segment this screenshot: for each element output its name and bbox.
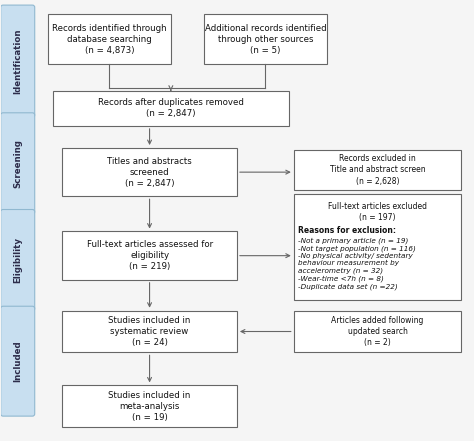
Bar: [62, 148, 237, 196]
Bar: [204, 14, 327, 64]
FancyBboxPatch shape: [0, 209, 35, 310]
Text: Records identified through
database searching
(n = 4,873): Records identified through database sear…: [52, 23, 167, 55]
Bar: [53, 91, 289, 126]
Text: Eligibility: Eligibility: [13, 237, 22, 283]
Text: Studies included in
systematic review
(n = 24): Studies included in systematic review (n…: [109, 316, 191, 347]
Text: Screening: Screening: [13, 139, 22, 188]
Bar: [62, 310, 237, 352]
FancyBboxPatch shape: [0, 5, 35, 117]
Text: Studies included in
meta-analysis
(n = 19): Studies included in meta-analysis (n = 1…: [109, 391, 191, 422]
Bar: [294, 194, 462, 299]
Bar: [294, 310, 462, 352]
Text: Articles added following
updated search
(n = 2): Articles added following updated search …: [331, 316, 424, 347]
Text: Records excluded in
Title and abstract screen
(n = 2,628): Records excluded in Title and abstract s…: [330, 154, 425, 186]
FancyBboxPatch shape: [0, 306, 35, 416]
Text: Additional records identified
through other sources
(n = 5): Additional records identified through ot…: [205, 23, 326, 55]
Text: Reasons for exclusion:: Reasons for exclusion:: [299, 226, 396, 235]
Bar: [48, 14, 171, 64]
FancyBboxPatch shape: [0, 113, 35, 214]
Text: Titles and abstracts
screened
(n = 2,847): Titles and abstracts screened (n = 2,847…: [107, 157, 192, 188]
Text: -Not a primary article (n = 19)
-Not target population (n = 116)
-No physical ac: -Not a primary article (n = 19) -Not tar…: [299, 237, 416, 290]
Bar: [62, 232, 237, 280]
Text: Full-text articles assessed for
eligibility
(n = 219): Full-text articles assessed for eligibil…: [86, 240, 213, 271]
Text: Included: Included: [13, 340, 22, 382]
Text: Full-text articles excluded
(n = 197): Full-text articles excluded (n = 197): [328, 202, 427, 222]
Text: Identification: Identification: [13, 28, 22, 94]
Bar: [294, 150, 462, 190]
Bar: [62, 385, 237, 427]
Text: Records after duplicates removed
(n = 2,847): Records after duplicates removed (n = 2,…: [98, 98, 244, 119]
